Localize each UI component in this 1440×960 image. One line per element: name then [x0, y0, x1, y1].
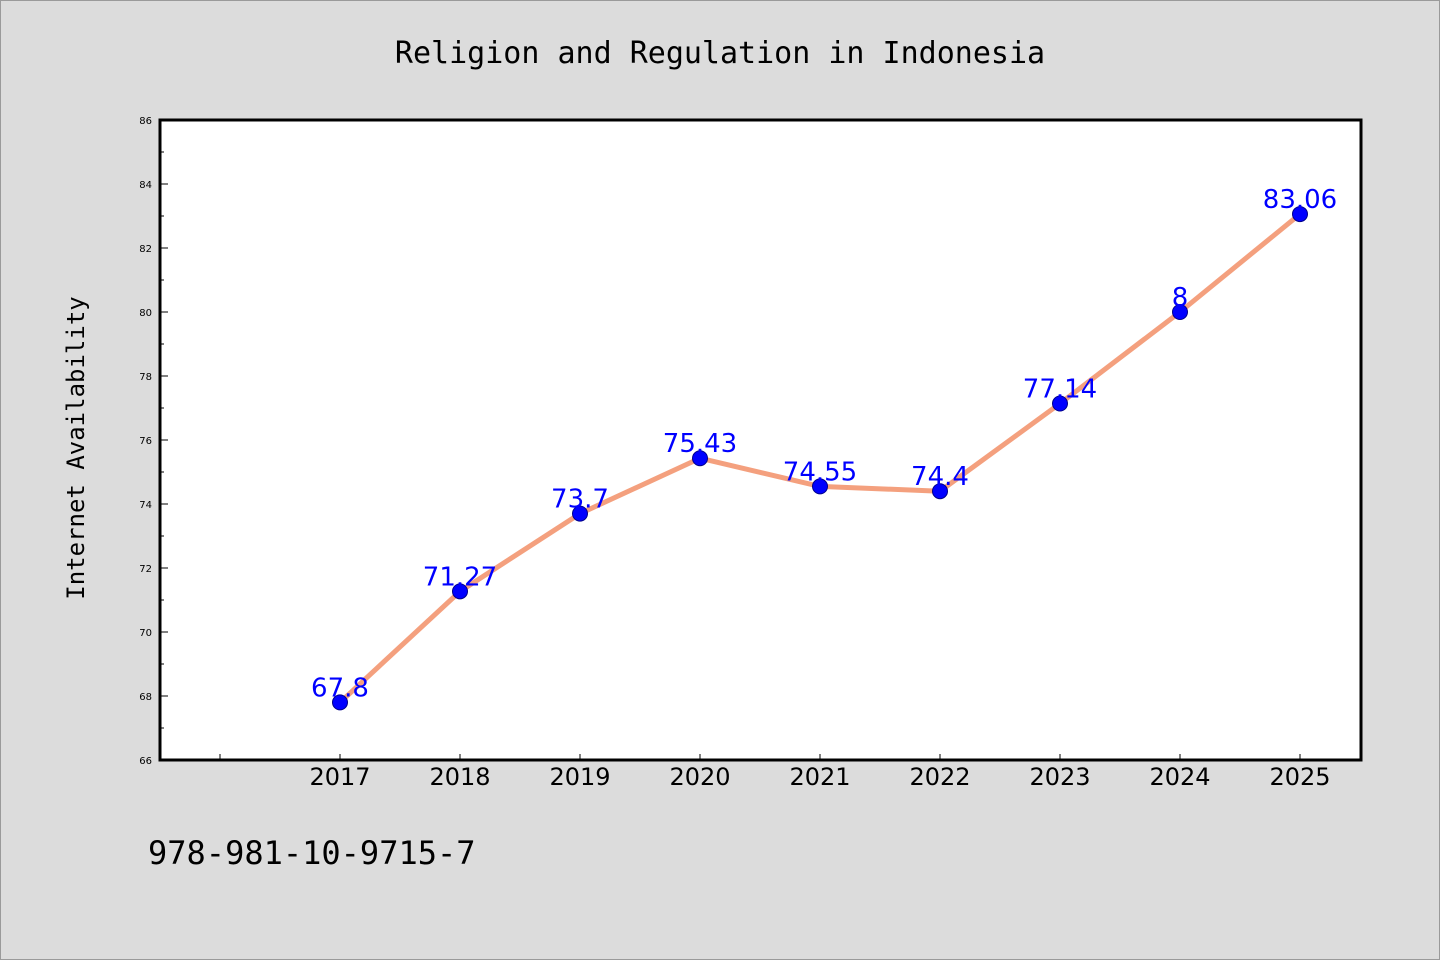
x-tick-label: 2018: [429, 763, 490, 791]
footnote-isbn: 978-981-10-9715-7: [148, 834, 476, 872]
y-tick-label: 66: [139, 756, 152, 767]
y-tick-label: 70: [139, 628, 152, 639]
y-axis-label: Internet Availability: [62, 296, 90, 599]
data-label: 74.55: [783, 457, 857, 487]
x-tick-label: 2019: [549, 763, 610, 791]
data-point: [1292, 206, 1308, 223]
y-axis: 66 68 70 72 74 76 78 80 82 84 86: [139, 116, 168, 767]
data-point: [572, 505, 588, 522]
y-tick-label: 80: [139, 308, 152, 319]
data-point: [452, 583, 468, 600]
data-label: 73.7: [551, 485, 609, 515]
data-point: [932, 483, 948, 500]
y-tick-label: 74: [139, 500, 152, 511]
data-point: [1052, 395, 1068, 412]
data-label: 83.06: [1263, 185, 1337, 215]
series-layer: 67.8 71.27 73.7 75.43 74.55 74.4 77.14 8 83.06: [311, 185, 1337, 711]
plot-area: [158, 118, 1363, 762]
x-tick-label: 2020: [669, 763, 730, 791]
y-tick-label: 82: [139, 244, 152, 255]
x-tick-label: 2022: [909, 763, 970, 791]
data-label: 67.8: [311, 673, 369, 703]
data-point: [692, 450, 708, 467]
data-label: 8: [1172, 283, 1189, 313]
x-axis: 2017 2018 2019 2020 2021 2022 2023 2024 2025: [219, 754, 1331, 791]
x-tick-label: 2024: [1149, 763, 1210, 791]
x-tick-label: 2025: [1269, 763, 1330, 791]
y-tick-label: 76: [139, 436, 152, 447]
data-point: [332, 694, 348, 711]
y-tick-label: 72: [139, 564, 152, 575]
x-tick-label: 2017: [309, 763, 370, 791]
data-label: 74.4: [911, 462, 969, 492]
x-tick-label: 2021: [789, 763, 850, 791]
data-label: 75.43: [663, 429, 737, 459]
y-tick-label: 86: [139, 116, 152, 127]
data-point: [1172, 304, 1188, 320]
y-tick-label: 78: [139, 372, 152, 383]
x-tick-label: 2023: [1029, 763, 1090, 791]
y-tick-label: 84: [139, 180, 152, 191]
data-label: 77.14: [1023, 375, 1097, 405]
data-point: [812, 478, 828, 495]
y-tick-label: 68: [139, 692, 152, 703]
data-label: 71.27: [423, 562, 497, 592]
chart-title: Religion and Regulation in Indonesia: [395, 36, 1045, 71]
